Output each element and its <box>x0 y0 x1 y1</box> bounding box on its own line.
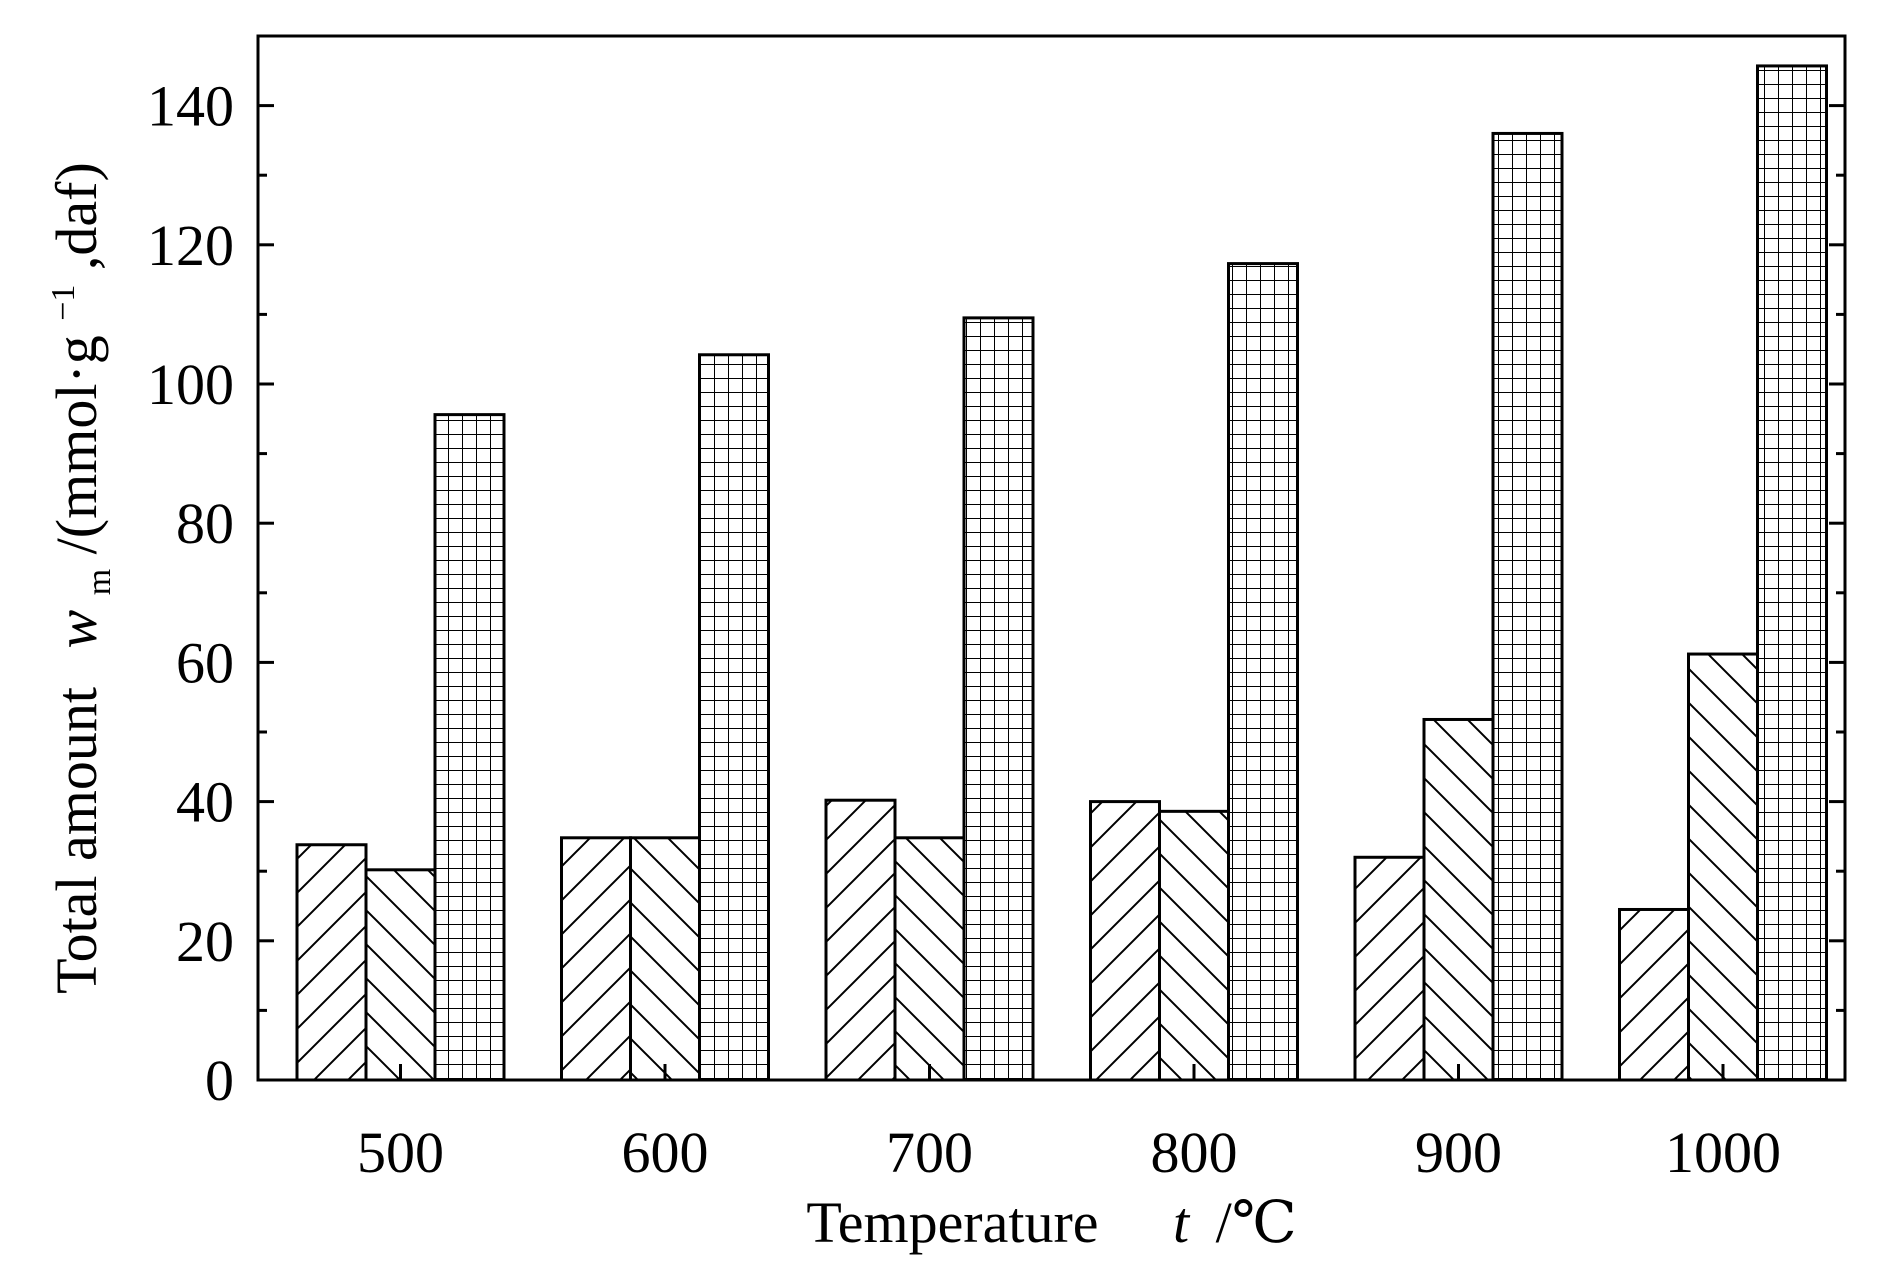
bar-600-series-2 <box>629 836 701 1082</box>
plot-frame <box>256 34 1847 1082</box>
bar-700-series-3 <box>962 316 1035 1082</box>
y-tick-label: 120 <box>147 213 234 278</box>
y-axis-title-unit-open: /(mmol·g <box>44 335 109 554</box>
y-axis-title: Total amount w m /(mmol·g −1 ,daf) <box>22 162 123 994</box>
bar-900-series-1 <box>1353 855 1426 1082</box>
bar-1000-series-3 <box>1756 64 1828 1082</box>
x-tick-label: 500 <box>357 1120 444 1185</box>
bar-600-series-3 <box>698 353 770 1082</box>
y-tick-label: 80 <box>176 491 234 556</box>
bar-1000-series-1 <box>1618 907 1690 1082</box>
y-axis-title-var: w <box>44 609 109 648</box>
bar-500-series-2 <box>364 868 437 1082</box>
y-axis-title-main: Total amount <box>44 687 109 994</box>
x-tick-label: 600 <box>622 1120 709 1185</box>
bar-600-series-1 <box>560 836 632 1082</box>
bar-900-series-2 <box>1422 717 1495 1082</box>
bar-800-series-3 <box>1227 262 1299 1082</box>
bar-700-series-2 <box>893 836 966 1082</box>
x-tick-label: 900 <box>1415 1120 1502 1185</box>
bars-layer <box>295 64 1828 1082</box>
y-tick-label: 0 <box>205 1048 234 1113</box>
x-axis-title-unit: /℃ <box>1216 1190 1297 1255</box>
y-axis-title-sub: m <box>81 569 118 595</box>
bar-500-series-1 <box>295 843 368 1082</box>
x-tick-label: 1000 <box>1665 1120 1781 1185</box>
y-axis: 0 20 40 60 80 100 120 140 <box>147 74 1845 1113</box>
x-axis: 500 600 700 800 900 1000 <box>357 1064 1781 1185</box>
y-tick-label: 140 <box>147 74 234 139</box>
x-tick-label: 800 <box>1151 1120 1238 1185</box>
x-axis-title-main: Temperature <box>806 1190 1098 1255</box>
x-axis-title-var: t <box>1173 1190 1191 1255</box>
bar-900-series-3 <box>1491 131 1564 1082</box>
y-axis-title-unit-close: ,daf) <box>44 162 109 270</box>
y-tick-label: 60 <box>176 630 234 695</box>
y-tick-label: 40 <box>176 770 234 835</box>
bar-1000-series-2 <box>1687 652 1759 1082</box>
x-tick-label: 700 <box>886 1120 973 1185</box>
y-tick-label: 20 <box>176 909 234 974</box>
bar-500-series-3 <box>433 413 506 1082</box>
x-axis-title: Temperature t /℃ <box>806 1190 1296 1255</box>
bar-800-series-2 <box>1158 809 1230 1082</box>
y-axis-title-sup: −1 <box>45 285 82 321</box>
bar-700-series-1 <box>824 798 897 1082</box>
y-tick-label: 100 <box>147 352 234 417</box>
bar-800-series-1 <box>1089 800 1161 1082</box>
